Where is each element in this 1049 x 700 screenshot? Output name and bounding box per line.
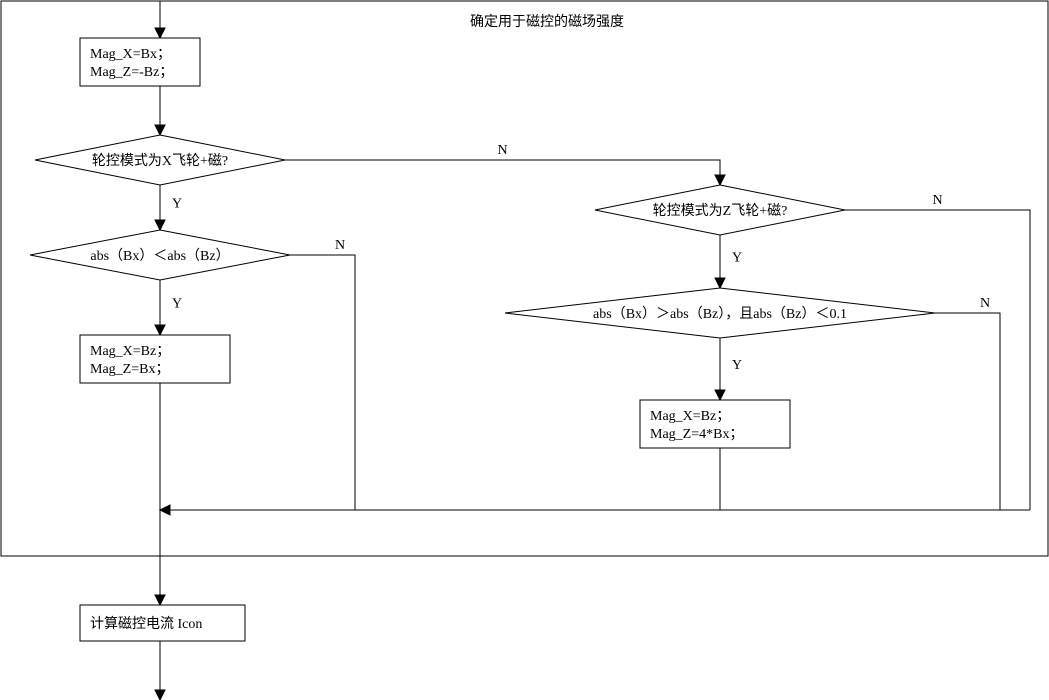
svg-text:Mag_X=Bz；: Mag_X=Bz； <box>650 409 730 424</box>
svg-text:Mag_Z=-Bz；: Mag_Z=-Bz； <box>90 65 173 80</box>
svg-text:N: N <box>980 296 990 311</box>
svg-text:abs（Bx）＞abs（Bz），且abs（Bz）＜0.1: abs（Bx）＞abs（Bz），且abs（Bz）＜0.1 <box>593 306 847 322</box>
svg-text:abs（Bx）＜abs（Bz）: abs（Bx）＜abs（Bz） <box>90 248 229 264</box>
svg-text:Mag_Z=4*Bx；: Mag_Z=4*Bx； <box>650 427 743 442</box>
svg-text:Mag_X=Bx；: Mag_X=Bx； <box>90 47 171 62</box>
diagram-title: 确定用于磁控的磁场强度 <box>470 14 624 30</box>
svg-text:Mag_X=Bz；: Mag_X=Bz； <box>90 344 170 359</box>
svg-text:N: N <box>932 193 942 208</box>
svg-text:Y: Y <box>172 297 182 312</box>
svg-text:N: N <box>335 238 345 253</box>
svg-text:计算磁控电流 Icon: 计算磁控电流 Icon <box>90 616 202 632</box>
svg-text:轮控模式为X飞轮+磁?: 轮控模式为X飞轮+磁? <box>92 153 228 169</box>
svg-text:轮控模式为Z飞轮+磁?: 轮控模式为Z飞轮+磁? <box>653 203 788 219</box>
svg-text:Y: Y <box>172 197 182 212</box>
svg-text:N: N <box>497 143 507 158</box>
svg-text:Y: Y <box>732 251 742 266</box>
svg-text:Y: Y <box>732 358 742 373</box>
svg-text:Mag_Z=Bx；: Mag_Z=Bx； <box>90 362 169 377</box>
